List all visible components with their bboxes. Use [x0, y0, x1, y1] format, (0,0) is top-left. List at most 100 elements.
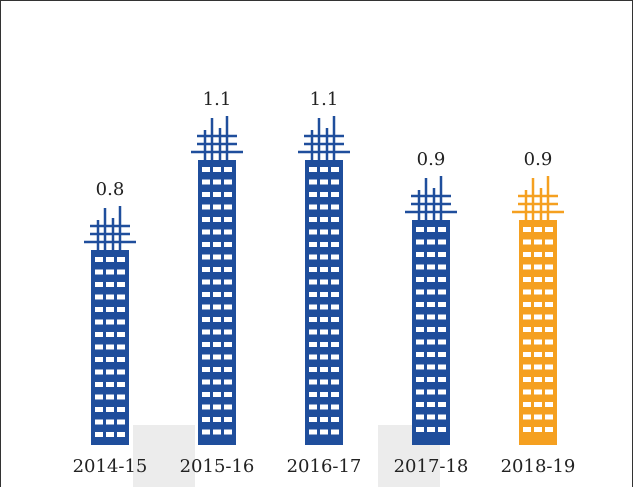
window	[117, 407, 125, 412]
window	[416, 302, 424, 307]
window	[534, 402, 542, 407]
window	[523, 377, 531, 382]
window	[224, 267, 232, 272]
window	[309, 229, 317, 235]
window	[106, 344, 114, 350]
window	[427, 264, 435, 270]
window	[523, 314, 531, 320]
window	[534, 252, 542, 257]
window	[309, 317, 317, 322]
window	[213, 217, 221, 222]
window	[545, 239, 553, 245]
window	[534, 352, 542, 357]
window	[117, 357, 125, 362]
window	[416, 414, 424, 420]
window	[331, 179, 339, 185]
window	[309, 279, 317, 285]
window	[320, 367, 328, 372]
window	[309, 354, 317, 360]
window	[331, 417, 339, 422]
value-label: 0.9	[524, 149, 553, 170]
window	[416, 352, 424, 357]
building-body	[305, 160, 343, 445]
window	[202, 204, 210, 210]
window	[416, 289, 424, 295]
window	[416, 277, 424, 282]
window	[224, 292, 232, 297]
window	[117, 282, 125, 287]
window	[427, 277, 435, 282]
window	[320, 417, 328, 422]
window	[117, 382, 125, 387]
window	[427, 239, 435, 245]
window	[320, 392, 328, 397]
window	[523, 264, 531, 270]
window	[331, 317, 339, 322]
window	[416, 264, 424, 270]
window	[224, 329, 232, 335]
window	[427, 427, 435, 432]
building	[405, 176, 457, 445]
window	[320, 429, 328, 435]
building-body	[198, 160, 236, 445]
window	[309, 429, 317, 435]
window	[202, 354, 210, 360]
window	[224, 379, 232, 385]
window	[438, 302, 446, 307]
window	[224, 217, 232, 222]
window	[309, 217, 317, 222]
value-label: 0.9	[417, 149, 446, 170]
window	[117, 294, 125, 300]
window	[106, 369, 114, 375]
window	[224, 229, 232, 235]
window	[545, 227, 553, 232]
window	[224, 242, 232, 247]
window	[438, 327, 446, 332]
window	[416, 389, 424, 395]
window	[427, 352, 435, 357]
window	[117, 394, 125, 400]
window	[438, 427, 446, 432]
window	[523, 252, 531, 257]
window	[213, 304, 221, 310]
window	[320, 279, 328, 285]
window	[309, 192, 317, 197]
window	[523, 402, 531, 407]
window	[213, 179, 221, 185]
window	[213, 354, 221, 360]
window	[202, 417, 210, 422]
window	[95, 344, 103, 350]
window	[95, 307, 103, 312]
window	[523, 327, 531, 332]
window	[213, 417, 221, 422]
window	[202, 367, 210, 372]
window	[545, 264, 553, 270]
window	[202, 292, 210, 297]
window	[331, 379, 339, 385]
window	[331, 192, 339, 197]
window	[545, 314, 553, 320]
window	[213, 429, 221, 435]
window	[202, 329, 210, 335]
window	[331, 167, 339, 172]
x-tick-label: 2017-18	[394, 456, 469, 477]
window	[534, 264, 542, 270]
window	[202, 304, 210, 310]
window	[427, 314, 435, 320]
window	[438, 277, 446, 282]
value-label: 1.1	[310, 89, 339, 110]
window	[545, 277, 553, 282]
window	[416, 239, 424, 245]
window	[224, 354, 232, 360]
window	[331, 267, 339, 272]
window	[117, 369, 125, 375]
window	[95, 432, 103, 437]
window	[523, 364, 531, 370]
window	[95, 369, 103, 375]
window	[213, 167, 221, 172]
window	[117, 257, 125, 262]
window	[416, 252, 424, 257]
window	[202, 279, 210, 285]
window	[534, 302, 542, 307]
window	[106, 432, 114, 437]
